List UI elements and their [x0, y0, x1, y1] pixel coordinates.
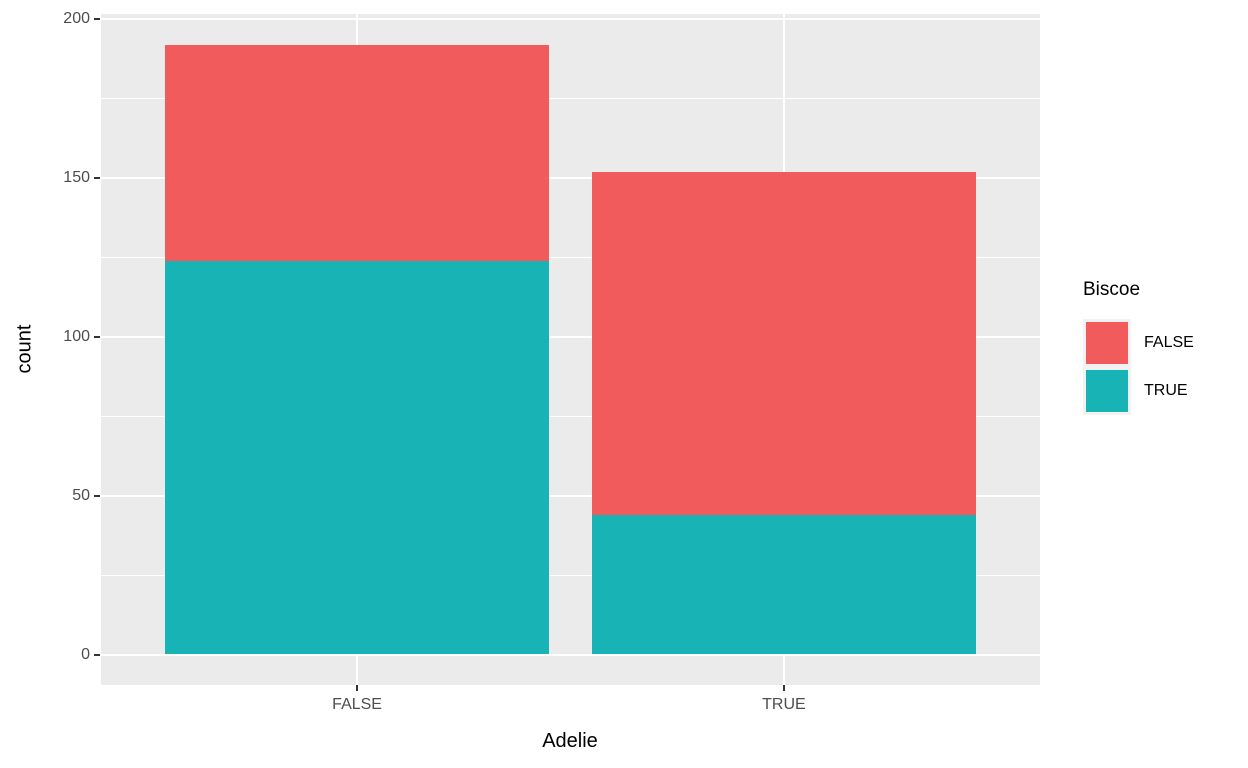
bar-segment-FALSE-TRUE [165, 260, 550, 655]
legend-title: Biscoe [1083, 279, 1141, 300]
minor-gridline [101, 98, 1040, 99]
major-gridline [101, 653, 1040, 656]
minor-gridline [101, 574, 1040, 576]
legend-item-true: TRUE [1083, 366, 1194, 415]
y-tick-mark [94, 18, 100, 21]
legend-key [1083, 318, 1131, 367]
legend-swatch-false [1086, 321, 1128, 364]
legend-key [1083, 366, 1131, 415]
y-tick-label: 0 [81, 645, 90, 663]
y-tick-label: 50 [72, 486, 90, 504]
plot-panel [101, 14, 1040, 685]
legend-item-false: FALSE [1083, 318, 1194, 367]
y-axis-title: count [13, 324, 36, 374]
y-tick-mark [94, 494, 100, 497]
major-gridline [101, 494, 1040, 497]
y-tick-mark [94, 653, 100, 656]
x-tick-mark [356, 685, 359, 691]
legend-swatch-true [1086, 369, 1128, 412]
bar-segment-TRUE-FALSE [591, 171, 976, 515]
major-gridline [101, 176, 1040, 179]
y-tick-label: 150 [63, 168, 90, 186]
x-tick-mark [782, 685, 785, 691]
x-tick-label: FALSE [332, 696, 382, 713]
x-axis-title: Adelie [542, 730, 598, 752]
minor-gridline [101, 256, 1040, 258]
y-tick-label: 100 [63, 327, 90, 345]
y-tick-mark [94, 176, 100, 179]
bar-segment-TRUE-TRUE [591, 514, 976, 655]
legend-label: FALSE [1144, 333, 1194, 351]
legend-label: TRUE [1144, 381, 1188, 399]
major-gridline [101, 18, 1040, 21]
minor-gridline [101, 415, 1040, 417]
bar-segment-FALSE-FALSE [165, 44, 550, 261]
x-tick-label: TRUE [762, 696, 806, 713]
legend: Biscoe FALSE TRUE [1083, 279, 1194, 415]
y-tick-mark [94, 335, 100, 338]
y-tick-label: 200 [63, 10, 90, 28]
major-gridline [101, 335, 1040, 338]
